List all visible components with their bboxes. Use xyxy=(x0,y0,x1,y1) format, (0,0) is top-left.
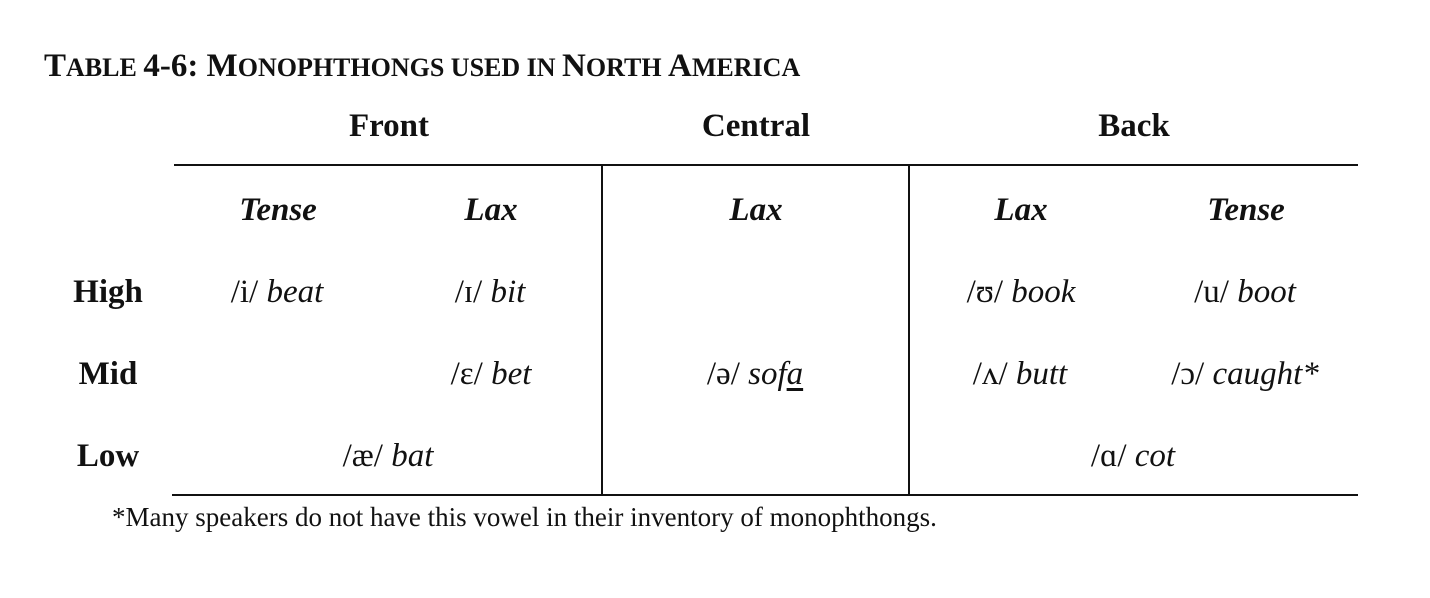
example-word-part: sof xyxy=(748,356,787,392)
caption-part: ORTH xyxy=(585,53,669,82)
cell-high-front-tense: /i/ beat xyxy=(231,272,324,312)
ipa-symbol: /ɑ/ xyxy=(1090,438,1127,474)
example-word: bat xyxy=(391,438,434,474)
table-top-rule xyxy=(174,164,1358,166)
column-divider-central-back xyxy=(908,165,910,495)
caption-part: A xyxy=(668,48,692,84)
caption-part: MERICA xyxy=(691,53,801,82)
row-label-mid: Mid xyxy=(78,356,138,392)
cell-low-front: /æ/ bat xyxy=(343,436,434,476)
table-bottom-rule xyxy=(172,494,1358,496)
table-caption: TABLE 4-6: MONOPHTHONGS USED IN NORTH AM… xyxy=(44,46,800,88)
column-header-front: Front xyxy=(348,108,430,144)
underlined-letter: a xyxy=(786,356,804,392)
example-word: beat xyxy=(266,274,324,310)
ipa-symbol: /ə/ xyxy=(706,356,740,392)
example-word: sofa xyxy=(748,356,803,392)
cell-mid-back-tense: /ɔ/ caught* xyxy=(1171,354,1319,394)
ipa-symbol: /ɛ/ xyxy=(450,356,483,392)
caption-part: ONOPHTHONGS USED IN xyxy=(237,53,563,82)
example-word: boot xyxy=(1237,274,1296,310)
ipa-symbol: /æ/ xyxy=(342,438,383,474)
caption-part: T xyxy=(44,48,67,84)
caption-part: ABLE xyxy=(66,53,144,82)
row-label-high: High xyxy=(73,274,143,310)
ipa-symbol: /ɪ/ xyxy=(454,274,483,310)
caption-part: N xyxy=(562,48,586,84)
column-header-central: Central xyxy=(701,108,811,144)
cell-mid-central-lax: /ə/ sofa xyxy=(707,354,803,394)
cell-mid-front-lax: /ɛ/ bet xyxy=(451,354,532,394)
example-word: bit xyxy=(490,274,526,310)
subheader-back-lax: Lax xyxy=(994,192,1048,228)
table-footnote: *Many speakers do not have this vowel in… xyxy=(112,502,937,532)
ipa-symbol: /ʊ/ xyxy=(966,274,1004,310)
subheader-front-tense: Tense xyxy=(239,192,317,228)
column-divider-front-central xyxy=(601,165,603,495)
ipa-symbol: /ʌ/ xyxy=(972,356,1008,392)
example-word: bet xyxy=(491,356,532,392)
cell-high-back-tense: /u/ boot xyxy=(1194,272,1296,312)
ipa-symbol: /u/ xyxy=(1194,274,1229,310)
example-word: butt xyxy=(1015,356,1068,392)
cell-high-back-lax: /ʊ/ book xyxy=(967,272,1076,312)
subheader-central-lax: Lax xyxy=(729,192,783,228)
row-label-low: Low xyxy=(76,438,140,474)
column-header-back: Back xyxy=(1098,108,1170,144)
example-word: cot xyxy=(1134,438,1176,474)
subheader-front-lax: Lax xyxy=(464,192,518,228)
cell-mid-back-lax: /ʌ/ butt xyxy=(973,354,1067,394)
ipa-symbol: /ɔ/ xyxy=(1171,356,1205,392)
subheader-back-tense: Tense xyxy=(1207,192,1285,228)
example-word: caught* xyxy=(1212,356,1319,392)
cell-high-front-lax: /ɪ/ bit xyxy=(455,272,526,312)
caption-part: 4-6: M xyxy=(143,48,238,84)
cell-low-back: /ɑ/ cot xyxy=(1091,436,1175,476)
example-word: book xyxy=(1011,274,1076,310)
ipa-symbol: /i/ xyxy=(230,274,259,310)
